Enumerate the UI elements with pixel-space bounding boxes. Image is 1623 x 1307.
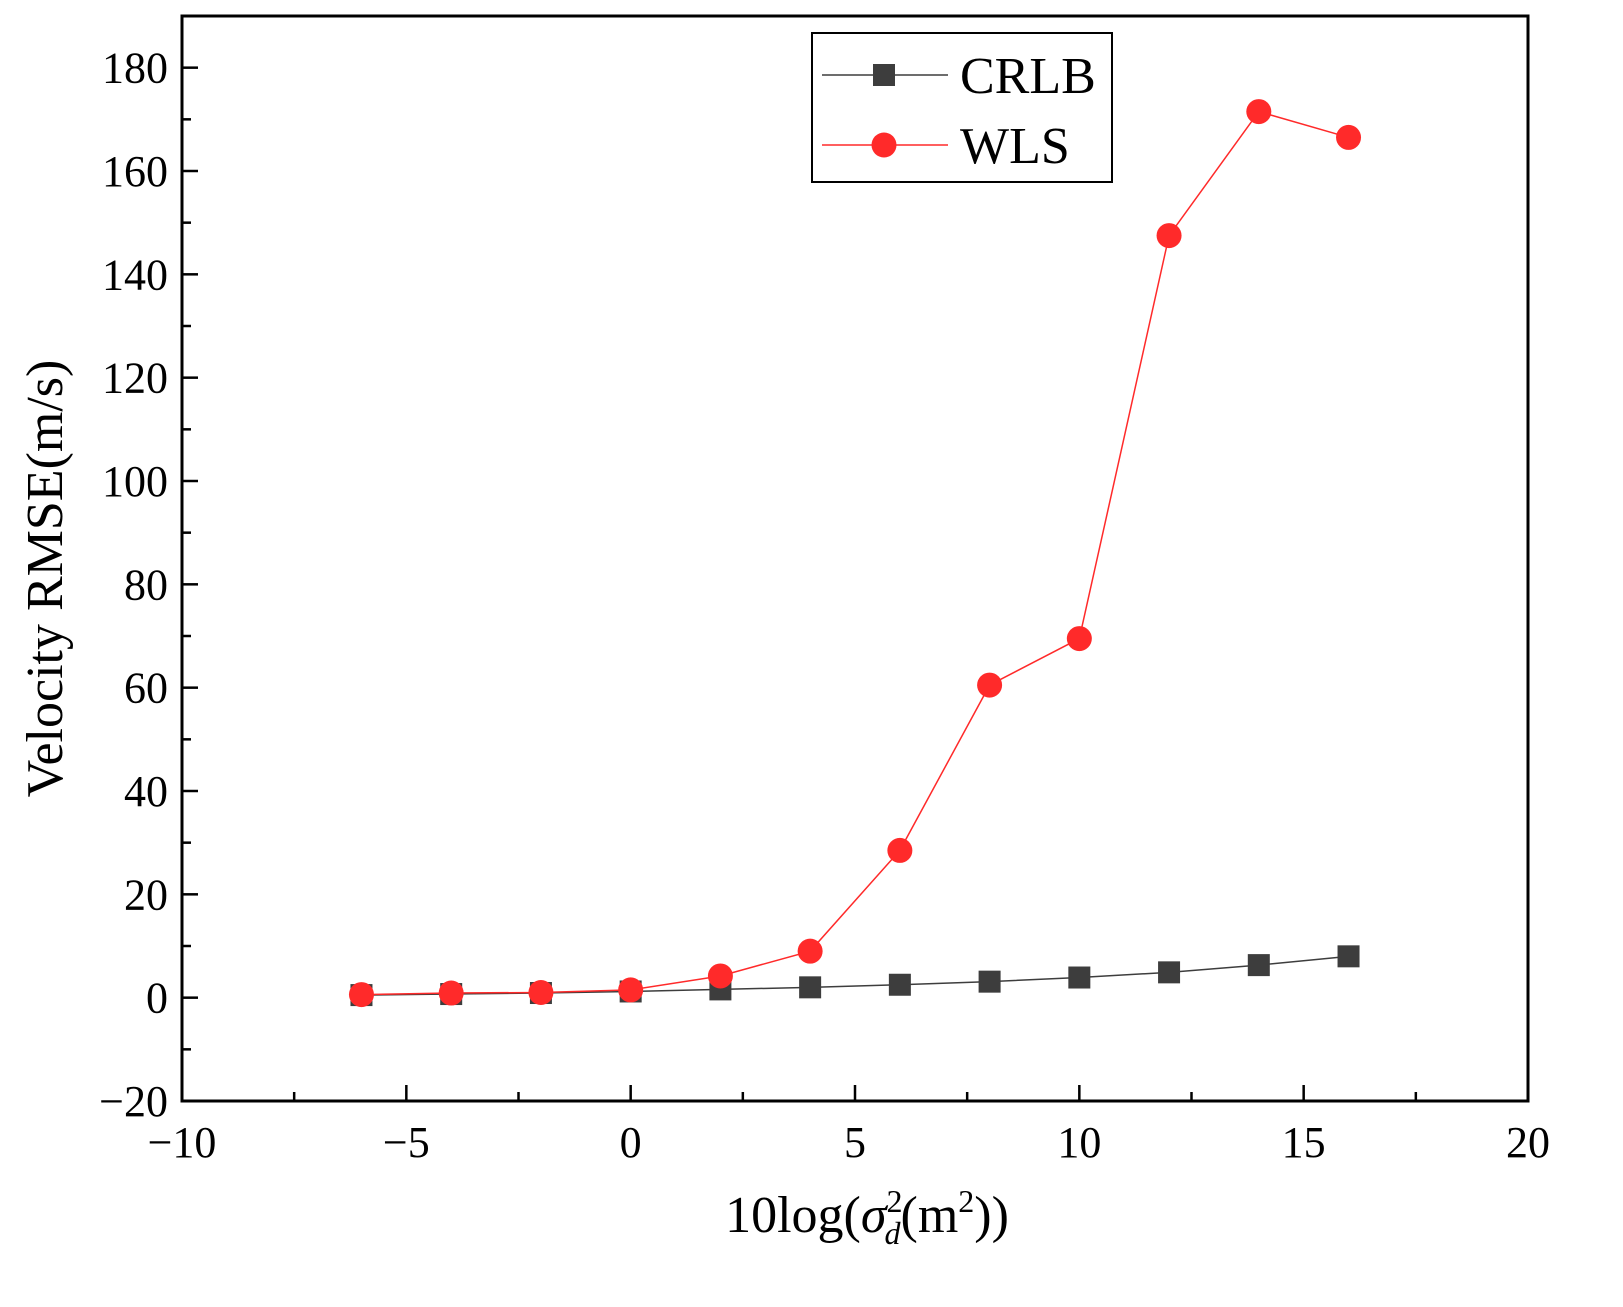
wls-point — [348, 982, 374, 1008]
wls-point — [1246, 99, 1272, 125]
y-tick-label: 20 — [124, 870, 168, 919]
wls-point — [618, 977, 644, 1003]
y-tick-label: 140 — [102, 250, 168, 299]
legend: CRLB WLS — [811, 32, 1113, 183]
wls-point — [1336, 124, 1362, 150]
wls-point — [887, 837, 913, 863]
wls-point — [797, 938, 823, 964]
y-tick-label: 180 — [102, 44, 168, 93]
legend-label-wls: WLS — [960, 118, 1070, 175]
wls-series — [348, 99, 1362, 1008]
y-axis-ticks: −20 0 20 40 60 80 100 120 140 160 180 — [99, 44, 198, 1126]
x-tick-label: 5 — [844, 1118, 866, 1167]
legend-item-crlb: CRLB — [822, 48, 1096, 105]
x-tick-label: 10 — [1057, 1118, 1101, 1167]
wls-line — [361, 110, 1349, 996]
x-axis-title-unit-sup: 2 — [958, 1183, 974, 1219]
x-axis-title-suffix: )) — [974, 1187, 1009, 1244]
crlb-point — [1337, 945, 1360, 968]
plot-frame — [180, 14, 1530, 1103]
crlb-point — [978, 970, 1001, 993]
x-axis-title: 10log(σ2 d(m2)) — [725, 1183, 1009, 1251]
x-axis-title-symbol: σ — [861, 1187, 889, 1244]
crlb-point — [1158, 961, 1181, 984]
legend-label-crlb: CRLB — [960, 48, 1096, 105]
x-axis-title-sub: d — [885, 1215, 902, 1251]
wls-point — [1156, 223, 1182, 249]
legend-marker-wls — [871, 132, 897, 158]
crlb-point — [799, 976, 822, 999]
legend-box — [811, 32, 1113, 183]
x-axis-title-prefix: 10log( — [725, 1187, 861, 1244]
x-tick-label: 0 — [620, 1118, 642, 1167]
x-tick-label: 15 — [1282, 1118, 1326, 1167]
wls-point — [707, 963, 733, 989]
crlb-point — [1247, 954, 1270, 977]
crlb-point — [888, 973, 911, 996]
y-tick-label: 160 — [102, 147, 168, 196]
legend-item-wls: WLS — [822, 118, 1070, 175]
y-tick-label: 100 — [102, 457, 168, 506]
x-tick-label: −10 — [148, 1118, 217, 1167]
x-axis-ticks: −10 −5 0 5 10 15 20 — [148, 1085, 1550, 1167]
x-axis-title-unit: (m — [901, 1187, 959, 1244]
legend-items: CRLB WLS — [822, 48, 1096, 175]
y-tick-label: −20 — [99, 1077, 168, 1126]
wls-point — [1066, 626, 1092, 652]
x-tick-label: −5 — [383, 1118, 430, 1167]
y-axis-title: Velocity RMSE(m/s) — [17, 360, 74, 798]
series-layer — [348, 99, 1362, 1008]
wls-point — [528, 980, 554, 1005]
wls-point — [977, 672, 1003, 698]
y-tick-label: 80 — [124, 560, 168, 609]
y-tick-label: 0 — [146, 974, 168, 1023]
y-tick-label: 60 — [124, 664, 168, 713]
wls-point — [438, 980, 464, 1006]
y-tick-label: 40 — [124, 767, 168, 816]
legend-marker-crlb — [873, 64, 895, 86]
x-axis-title-sup: 2 — [887, 1183, 903, 1219]
y-tick-label: 120 — [102, 354, 168, 403]
x-tick-label: 20 — [1506, 1118, 1550, 1167]
crlb-point — [1068, 966, 1091, 989]
